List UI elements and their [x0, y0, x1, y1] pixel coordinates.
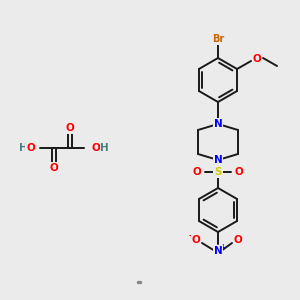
Text: O: O	[253, 54, 261, 64]
Text: N: N	[214, 119, 222, 129]
Text: O: O	[193, 167, 201, 177]
Text: +: +	[219, 242, 225, 251]
Text: O: O	[50, 163, 58, 173]
Text: S: S	[214, 167, 222, 177]
Text: O: O	[66, 123, 74, 133]
Text: -: -	[188, 232, 192, 241]
Text: O: O	[235, 167, 243, 177]
Text: H: H	[100, 143, 109, 153]
Text: O: O	[234, 235, 242, 245]
Text: O: O	[26, 143, 35, 153]
Text: H: H	[19, 143, 28, 153]
Text: N: N	[214, 155, 222, 165]
Text: N: N	[214, 246, 222, 256]
Text: Br: Br	[212, 34, 224, 44]
Text: OH: OH	[91, 143, 109, 153]
Text: O: O	[192, 235, 200, 245]
